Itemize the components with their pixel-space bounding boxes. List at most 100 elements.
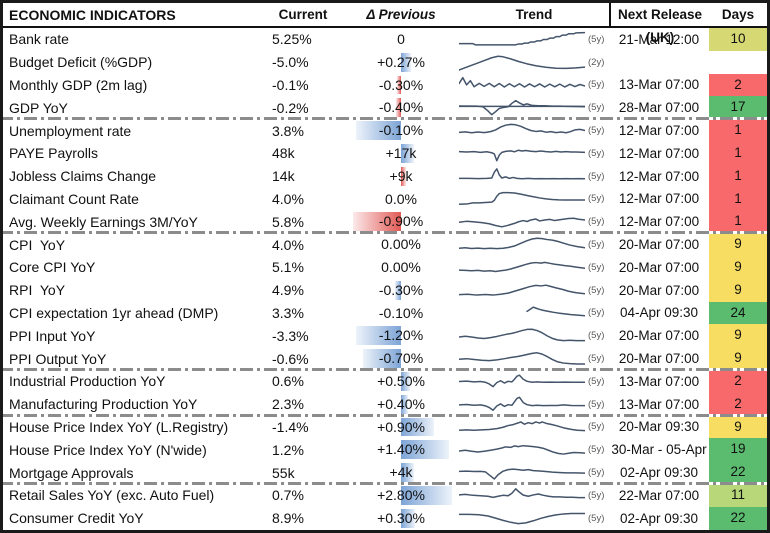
next-release-cell[interactable]: 12-Mar 07:00 xyxy=(618,168,700,184)
next-release-cell[interactable]: 12-Mar 07:00 xyxy=(618,145,700,161)
current-value-cell[interactable]: 3.3% xyxy=(272,304,304,321)
next-release-cell[interactable]: 12-Mar 07:00 xyxy=(618,191,700,207)
delta-previous-cell[interactable]: -0.30% xyxy=(343,279,459,302)
delta-previous-cell[interactable]: -0.10% xyxy=(343,302,459,325)
trend-cell[interactable]: (5y) xyxy=(459,165,609,188)
trend-cell[interactable]: (5y) xyxy=(459,279,609,302)
trend-cell[interactable]: (5y) xyxy=(459,256,609,279)
current-value-cell[interactable]: 14k xyxy=(272,168,295,185)
delta-previous-cell[interactable]: +4k xyxy=(343,461,459,484)
trend-cell[interactable]: (5y) xyxy=(459,507,609,530)
indicator-label-cell[interactable]: PPI Output YoY xyxy=(9,350,107,367)
next-release-cell[interactable]: 20-Mar 07:00 xyxy=(618,259,700,275)
days-remaining-cell[interactable]: 9 xyxy=(709,415,767,439)
next-release-cell[interactable]: 20-Mar 07:00 xyxy=(618,328,700,344)
next-release-cell[interactable]: 12-Mar 07:00 xyxy=(618,214,700,230)
delta-previous-cell[interactable]: +17k xyxy=(343,142,459,165)
indicator-label-cell[interactable]: Budget Deficit (%GDP) xyxy=(9,54,153,71)
delta-previous-cell[interactable]: +0.30% xyxy=(343,507,459,530)
delta-previous-cell[interactable]: +0.50% xyxy=(343,370,459,393)
next-release-cell[interactable]: 21-Mar 12:00 xyxy=(618,31,700,47)
current-value-cell[interactable]: -1.4% xyxy=(272,418,309,435)
delta-previous-cell[interactable]: 0.0% xyxy=(343,188,459,211)
current-value-cell[interactable]: 1.2% xyxy=(272,441,304,458)
delta-previous-cell[interactable]: 0 xyxy=(343,28,459,51)
indicator-label-cell[interactable]: Retail Sales YoY (exc. Auto Fuel) xyxy=(9,487,215,504)
trend-cell[interactable]: (5y) xyxy=(459,461,609,484)
delta-previous-cell[interactable]: 0.00% xyxy=(343,256,459,279)
current-value-cell[interactable]: 4.0% xyxy=(272,236,304,253)
indicator-label-cell[interactable]: House Price Index YoY (L.Registry) xyxy=(9,418,229,435)
current-value-cell[interactable]: 5.8% xyxy=(272,213,304,230)
trend-cell[interactable]: (5y) xyxy=(459,438,609,461)
delta-previous-cell[interactable]: -0.70% xyxy=(343,347,459,370)
days-remaining-cell[interactable]: 9 xyxy=(709,255,767,279)
trend-cell[interactable]: (5y) xyxy=(459,28,609,51)
trend-cell[interactable]: (5y) xyxy=(459,210,609,233)
trend-cell[interactable]: (5y) xyxy=(459,233,609,256)
delta-previous-cell[interactable]: +0.27% xyxy=(343,51,459,74)
days-remaining-cell[interactable]: 17 xyxy=(709,96,767,120)
days-remaining-cell[interactable]: 1 xyxy=(709,119,767,142)
current-value-cell[interactable]: 2.3% xyxy=(272,396,304,413)
next-release-cell[interactable]: 02-Apr 09:30 xyxy=(619,465,699,481)
next-release-cell[interactable]: 20-Mar 07:00 xyxy=(618,351,700,367)
next-release-cell[interactable]: 04-Apr 09:30 xyxy=(619,305,699,321)
delta-previous-cell[interactable]: 0.00% xyxy=(343,233,459,256)
current-value-cell[interactable]: 0.7% xyxy=(272,487,304,504)
current-value-cell[interactable]: -0.1% xyxy=(272,76,309,93)
delta-previous-cell[interactable]: +9k xyxy=(343,165,459,188)
delta-previous-cell[interactable]: -1.20% xyxy=(343,324,459,347)
indicator-label-cell[interactable]: Claimant Count Rate xyxy=(9,190,139,207)
days-remaining-cell[interactable]: 22 xyxy=(709,461,767,484)
indicator-label-cell[interactable]: PPI Input YoY xyxy=(9,327,96,344)
delta-previous-cell[interactable]: -0.40% xyxy=(343,96,459,119)
trend-cell[interactable]: (5y) xyxy=(459,142,609,165)
current-value-cell[interactable]: -3.3% xyxy=(272,327,309,344)
indicator-label-cell[interactable]: Industrial Production YoY xyxy=(9,373,166,390)
indicator-label-cell[interactable]: Bank rate xyxy=(9,31,69,48)
indicator-label-cell[interactable]: RPI YoY xyxy=(9,282,66,299)
delta-previous-cell[interactable]: +2.80% xyxy=(343,484,459,507)
days-remaining-cell[interactable]: 2 xyxy=(709,369,767,393)
trend-cell[interactable]: (5y) xyxy=(459,393,609,416)
days-remaining-cell[interactable]: 9 xyxy=(709,278,767,302)
days-remaining-cell[interactable]: 22 xyxy=(709,506,767,530)
current-value-cell[interactable]: 3.8% xyxy=(272,122,304,139)
trend-cell[interactable]: (2y) xyxy=(459,51,609,74)
days-remaining-cell[interactable]: 19 xyxy=(709,438,767,462)
trend-cell[interactable]: (5y) xyxy=(459,74,609,97)
days-remaining-cell[interactable]: 24 xyxy=(709,301,767,325)
days-remaining-cell[interactable]: 1 xyxy=(709,187,767,211)
delta-previous-cell[interactable]: +0.40% xyxy=(343,393,459,416)
trend-cell[interactable]: (5y) xyxy=(459,370,609,393)
current-value-cell[interactable]: -0.6% xyxy=(272,350,309,367)
trend-cell[interactable]: (5y) xyxy=(459,96,609,119)
current-value-cell[interactable]: 55k xyxy=(272,464,295,481)
days-remaining-cell[interactable]: 1 xyxy=(709,210,767,234)
trend-cell[interactable]: (5y) xyxy=(459,347,609,370)
next-release-cell[interactable]: 13-Mar 07:00 xyxy=(618,396,700,412)
days-remaining-cell[interactable]: 9 xyxy=(709,347,767,370)
next-release-cell[interactable]: 13-Mar 07:00 xyxy=(618,77,700,93)
next-release-cell[interactable]: 13-Mar 07:00 xyxy=(618,373,700,389)
current-value-cell[interactable]: -0.2% xyxy=(272,99,309,116)
indicator-label-cell[interactable]: Jobless Claims Change xyxy=(9,168,157,185)
days-remaining-cell[interactable]: 9 xyxy=(709,233,767,256)
days-remaining-cell[interactable] xyxy=(709,51,767,74)
indicator-label-cell[interactable]: GDP YoY xyxy=(9,99,68,116)
delta-previous-cell[interactable]: +1.40% xyxy=(343,438,459,461)
current-value-cell[interactable]: 8.9% xyxy=(272,510,304,527)
trend-cell[interactable]: (5y) xyxy=(459,484,609,507)
days-remaining-cell[interactable]: 11 xyxy=(709,483,767,507)
next-release-cell[interactable]: 30-Mar - 05-Apr xyxy=(611,442,707,458)
delta-previous-cell[interactable]: -0.10% xyxy=(343,119,459,142)
next-release-cell[interactable]: 02-Apr 09:30 xyxy=(619,510,699,526)
indicator-label-cell[interactable]: Monthly GDP (2m lag) xyxy=(9,76,148,93)
indicator-label-cell[interactable]: CPI expectation 1yr ahead (DMP) xyxy=(9,304,219,321)
days-remaining-cell[interactable]: 2 xyxy=(709,392,767,416)
trend-cell[interactable]: (5y) xyxy=(459,119,609,142)
indicator-label-cell[interactable]: Mortgage Approvals xyxy=(9,464,134,481)
indicator-label-cell[interactable]: Avg. Weekly Earnings 3M/YoY xyxy=(9,213,198,230)
current-value-cell[interactable]: 5.25% xyxy=(272,31,312,48)
